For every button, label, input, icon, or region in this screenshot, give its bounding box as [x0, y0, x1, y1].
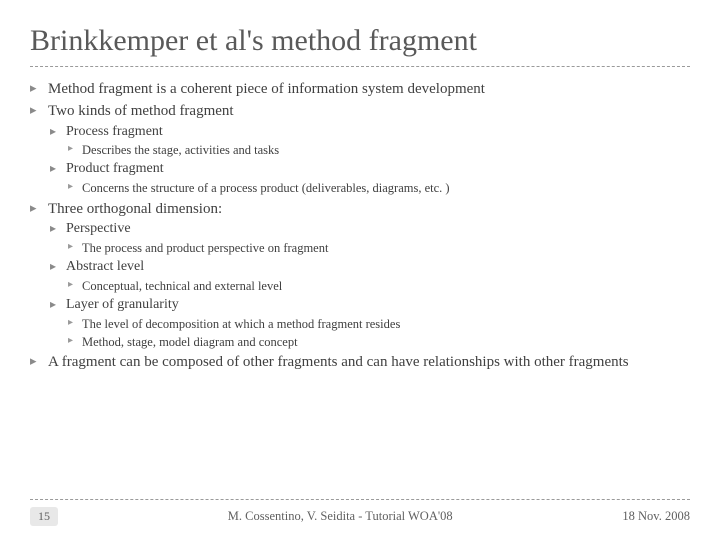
bullet-text: Two kinds of method fragment	[48, 103, 234, 119]
bullet-text: Product fragment	[66, 161, 164, 176]
bullet-l1: Method fragment is a coherent piece of i…	[30, 79, 690, 99]
slide-content: Method fragment is a coherent piece of i…	[30, 79, 690, 373]
bullet-l2: Product fragment Concerns the structure …	[48, 160, 690, 197]
bullet-text: Layer of granularity	[66, 297, 179, 312]
bullet-l1: A fragment can be composed of other frag…	[30, 352, 690, 372]
bullet-l3: The process and product perspective on f…	[66, 240, 690, 257]
bullet-l3: Method, stage, model diagram and concept	[66, 334, 690, 351]
bullet-text: Abstract level	[66, 259, 144, 274]
bullet-l3: The level of decomposition at which a me…	[66, 316, 690, 333]
bullet-l2: Abstract level Conceptual, technical and…	[48, 258, 690, 295]
footer-date: 18 Nov. 2008	[622, 509, 690, 524]
slide-title: Brinkkemper et al's method fragment	[30, 24, 690, 66]
bullet-l2: Process fragment Describes the stage, ac…	[48, 123, 690, 160]
bullet-l3: Describes the stage, activities and task…	[66, 142, 690, 159]
slide-footer: 15 M. Cossentino, V. Seidita - Tutorial …	[30, 507, 690, 526]
bullet-l3: Conceptual, technical and external level	[66, 278, 690, 295]
bullet-l3: Concerns the structure of a process prod…	[66, 180, 690, 197]
bullet-text: Perspective	[66, 221, 131, 236]
footer-divider	[30, 499, 690, 500]
footer-center-text: M. Cossentino, V. Seidita - Tutorial WOA…	[58, 509, 622, 524]
bullet-l1: Three orthogonal dimension: Perspective …	[30, 199, 690, 350]
bullet-text: Process fragment	[66, 124, 163, 139]
bullet-l2: Layer of granularity The level of decomp…	[48, 296, 690, 351]
bullet-l2: Perspective The process and product pers…	[48, 220, 690, 257]
slide-number: 15	[30, 507, 58, 526]
bullet-l1: Two kinds of method fragment Process fra…	[30, 101, 690, 197]
title-divider	[30, 66, 690, 67]
bullet-text: Three orthogonal dimension:	[48, 201, 222, 217]
